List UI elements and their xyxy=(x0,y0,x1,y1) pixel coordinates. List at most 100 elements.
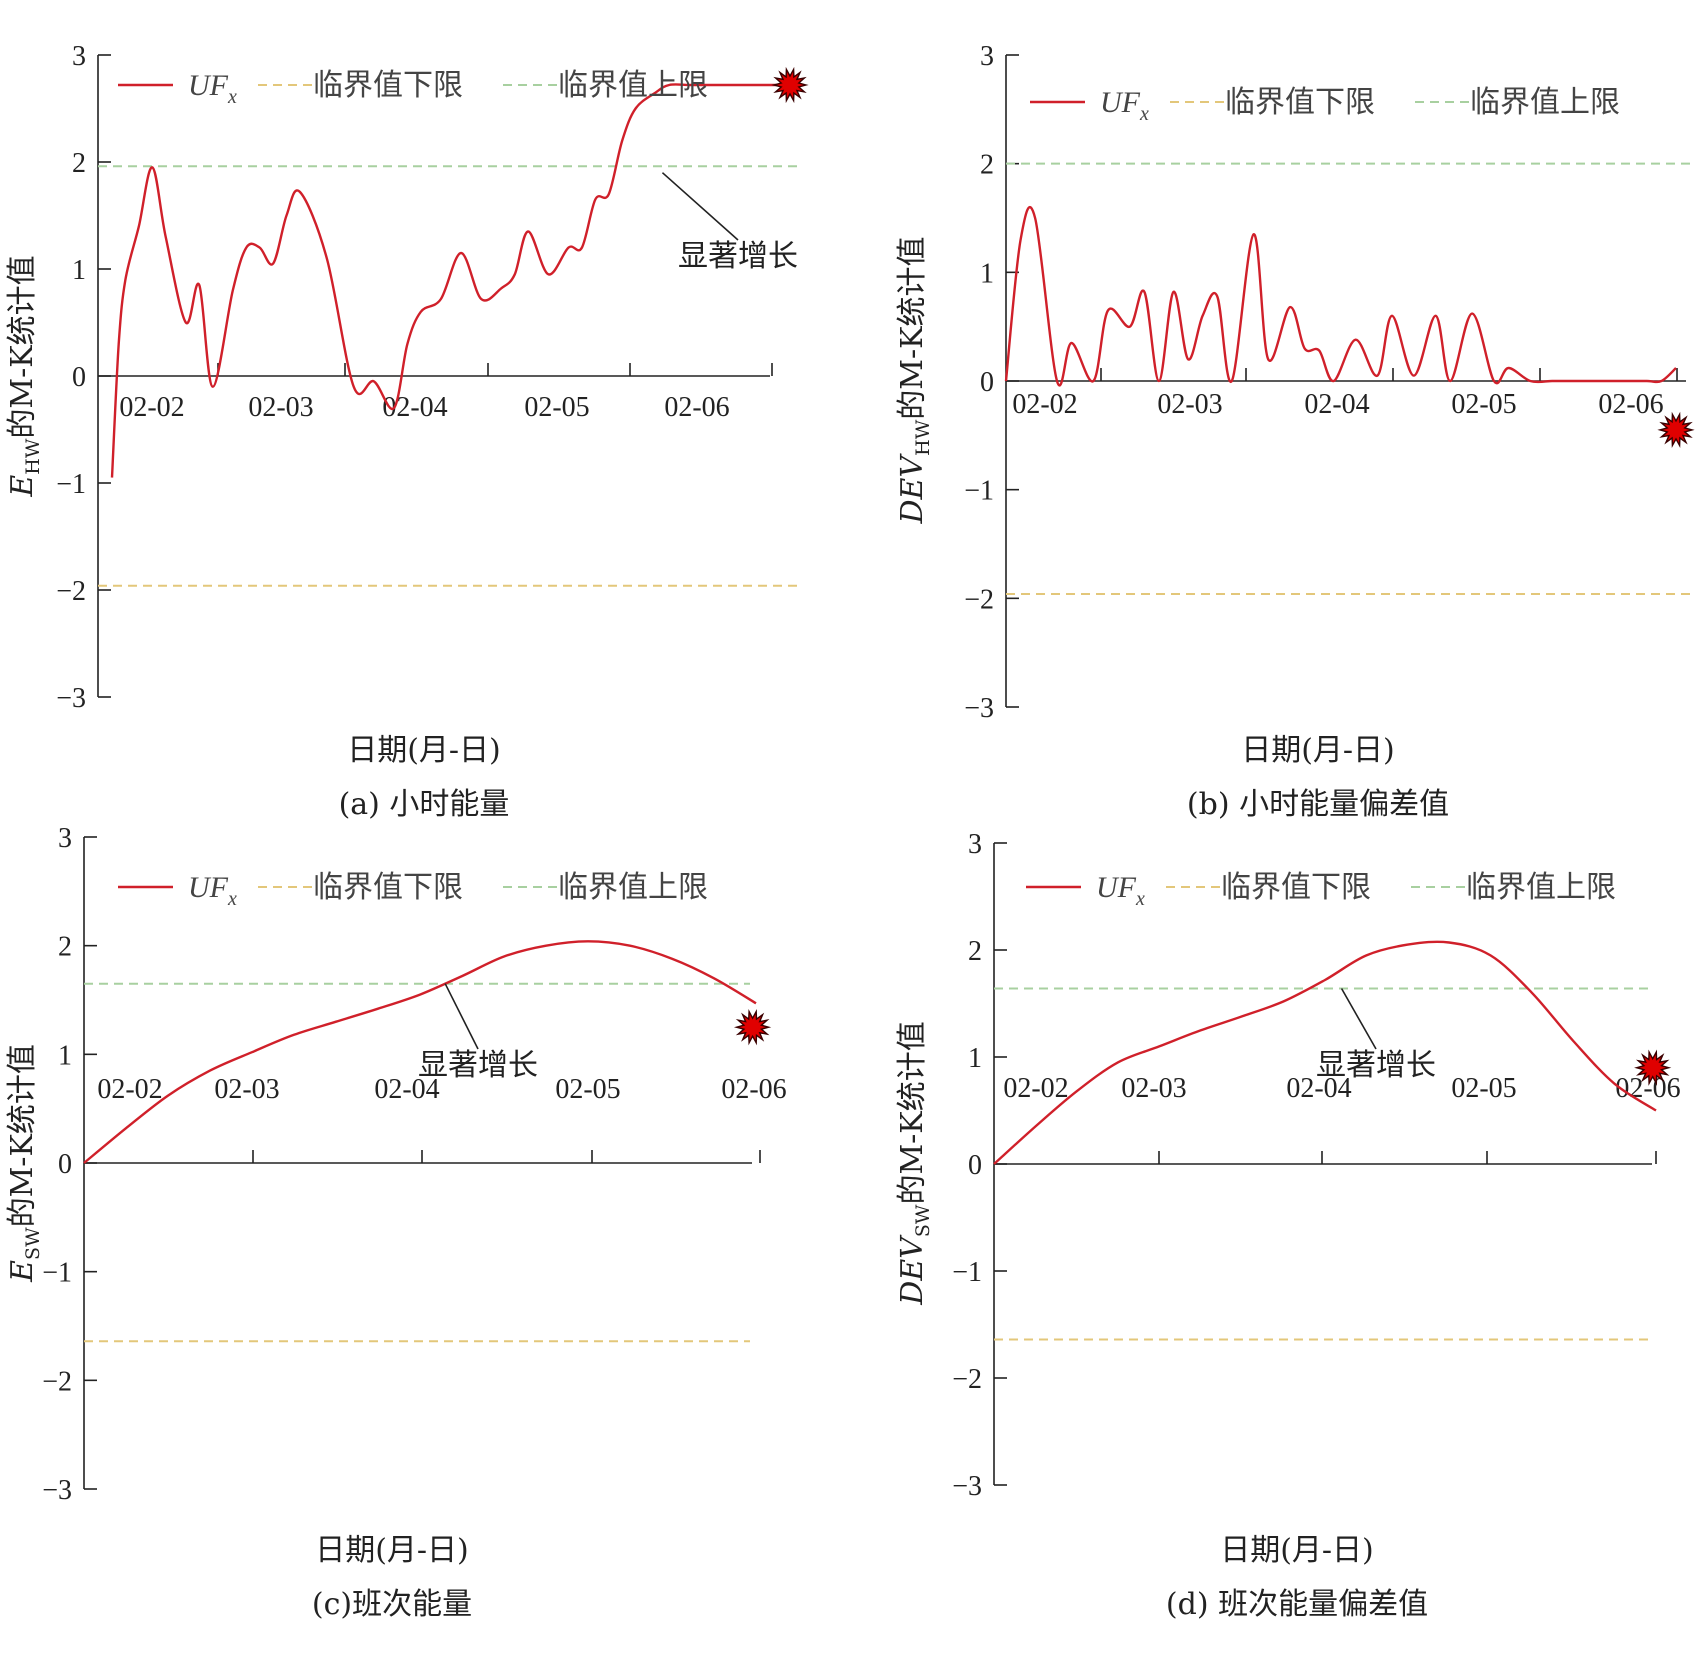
x-tick-label: 02-04 xyxy=(382,392,447,423)
legend-uf-label: UFx xyxy=(188,69,237,108)
x-tick-label: 02-06 xyxy=(721,1074,786,1105)
trend-change-marker xyxy=(1657,411,1695,449)
y-axis-title-text: 的M-K统计值 xyxy=(895,236,930,419)
chart-panel-1: 3 2 1 0 −1 −2 −3 02-02 02-03 02-04 02-05 02-06 显著增长 U… xyxy=(5,41,809,822)
y-axis-title-symbol: DEV xyxy=(895,1234,930,1306)
y-tick-label: −3 xyxy=(964,693,994,724)
x-tick-label: 02-03 xyxy=(214,1074,279,1105)
x-tick-label: 02-03 xyxy=(1121,1073,1186,1104)
x-tick-label: 02-05 xyxy=(555,1074,620,1105)
x-axis-title: 日期(月-日) xyxy=(1220,1533,1374,1568)
x-tick-label: 02-04 xyxy=(1304,389,1369,420)
y-tick-label: −3 xyxy=(952,1471,982,1502)
y-axis-title-subscript: HW xyxy=(22,438,44,475)
y-tick-label: 2 xyxy=(968,936,982,967)
panel-caption: (d) 班次能量偏差值 xyxy=(1166,1587,1428,1622)
y-axis-title-text: 的M-K统计值 xyxy=(895,1021,930,1204)
x-tick-label: 02-06 xyxy=(664,392,729,423)
y-tick-label: −1 xyxy=(56,469,86,500)
uf-series-line xyxy=(993,940,1657,1165)
legend-upper-label: 临界值上限 xyxy=(558,68,708,103)
y-tick-label: 0 xyxy=(58,1149,72,1180)
y-tick-label: 3 xyxy=(980,41,994,72)
chart-panel-3: 3 2 1 0 −1 −2 −3 02-02 02-03 02-04 02-05 02-06 显著增长 U… xyxy=(5,823,787,1622)
x-tick-label: 02-02 xyxy=(1003,1073,1068,1104)
x-axis-title: 日期(月-日) xyxy=(315,1533,469,1568)
annotation-leader xyxy=(661,172,739,241)
y-tick-label: −1 xyxy=(952,1257,982,1288)
y-axis-title-subscript: HW xyxy=(912,419,934,456)
y-tick-label: −2 xyxy=(964,584,994,615)
chart-panel-4: 3 2 1 0 −1 −2 −3 02-02 02-03 02-04 02-05 02-06 显著增长 U… xyxy=(895,829,1681,1622)
y-tick-label: 2 xyxy=(72,148,86,179)
legend-lower-label: 临界值下限 xyxy=(313,870,463,905)
y-axis-title: EHW的M-K统计值 xyxy=(5,255,44,497)
y-axis-title: DEVHW的M-K统计值 xyxy=(895,236,934,524)
uf-series-line xyxy=(110,83,790,478)
uf-series-line xyxy=(1004,205,1677,387)
legend-uf-subscript: x xyxy=(1135,888,1145,910)
y-tick-label: 1 xyxy=(58,1040,72,1071)
trend-change-marker xyxy=(733,1009,772,1046)
annotation-label: 显著增长 xyxy=(678,239,798,274)
y-axis-title-symbol: DEV xyxy=(895,453,930,525)
x-tick-label: 02-02 xyxy=(119,392,184,423)
x-tick-label: 02-06 xyxy=(1615,1073,1680,1104)
y-tick-label: −1 xyxy=(964,476,994,507)
y-tick-label: −3 xyxy=(56,683,86,714)
x-tick-label: 02-04 xyxy=(374,1074,439,1105)
y-tick-label: −2 xyxy=(42,1366,72,1397)
x-tick-label: 02-05 xyxy=(1451,389,1516,420)
annotation-leader xyxy=(1340,988,1377,1050)
y-tick-label: 2 xyxy=(980,150,994,181)
annotation-label: 显著增长 xyxy=(418,1048,538,1083)
y-axis-title: DEVSW的M-K统计值 xyxy=(895,1021,934,1305)
x-tick-label: 02-03 xyxy=(248,392,313,423)
x-tick-label: 02-04 xyxy=(1286,1073,1351,1104)
legend-lower-label: 临界值下限 xyxy=(313,68,463,103)
y-axis-title: ESW的M-K统计值 xyxy=(5,1044,44,1283)
y-tick-label: 0 xyxy=(72,362,86,393)
y-axis-title-subscript: SW xyxy=(912,1204,934,1237)
y-tick-label: 3 xyxy=(968,829,982,860)
y-axis-title-subscript: SW xyxy=(22,1227,44,1260)
x-tick-label: 02-02 xyxy=(1012,389,1077,420)
x-tick-label: 02-05 xyxy=(524,392,589,423)
trend-change-marker xyxy=(771,66,809,104)
x-tick-label: 02-05 xyxy=(1451,1073,1516,1104)
panel-caption: (a) 小时能量 xyxy=(339,787,510,822)
x-tick-label: 02-02 xyxy=(97,1074,162,1105)
y-tick-label: 0 xyxy=(968,1150,982,1181)
y-tick-label: −2 xyxy=(952,1364,982,1395)
y-tick-label: 2 xyxy=(58,932,72,963)
legend-upper-label: 临界值上限 xyxy=(558,870,708,905)
legend-upper-label: 临界值上限 xyxy=(1466,870,1616,905)
annotation-label: 显著增长 xyxy=(1316,1048,1436,1083)
y-axis-title-symbol: E xyxy=(5,1260,40,1283)
annotation-leader xyxy=(444,983,479,1050)
trend-change-marker xyxy=(1634,1049,1672,1086)
y-axis-title-symbol: E xyxy=(5,475,40,498)
x-tick-label: 02-06 xyxy=(1598,389,1663,420)
legend-uf-label: UFx xyxy=(188,871,237,910)
x-axis-title: 日期(月-日) xyxy=(1241,733,1395,768)
x-tick-label: 02-03 xyxy=(1157,389,1222,420)
y-tick-label: −1 xyxy=(42,1258,72,1289)
legend-uf-label: UFx xyxy=(1096,871,1145,910)
y-axis-title-text: 的M-K统计值 xyxy=(5,1044,40,1227)
y-tick-label: 0 xyxy=(980,367,994,398)
y-tick-label: −2 xyxy=(56,576,86,607)
legend-lower-label: 临界值下限 xyxy=(1221,870,1371,905)
legend-upper-label: 临界值上限 xyxy=(1470,85,1620,120)
y-tick-label: 1 xyxy=(72,255,86,286)
legend-uf-label: UFx xyxy=(1100,86,1149,125)
chart-panel-2: 3 2 1 0 −1 −2 −3 02-02 02-03 02-04 02-05 02-06 UFx 临界… xyxy=(895,41,1695,822)
panel-caption: (c)班次能量 xyxy=(312,1587,472,1622)
y-tick-label: 3 xyxy=(58,823,72,854)
y-tick-label: 1 xyxy=(968,1043,982,1074)
x-axis-title: 日期(月-日) xyxy=(347,733,501,768)
legend-uf-subscript: x xyxy=(1139,103,1149,125)
uf-series-line xyxy=(83,940,757,1164)
legend-uf-subscript: x xyxy=(227,888,237,910)
